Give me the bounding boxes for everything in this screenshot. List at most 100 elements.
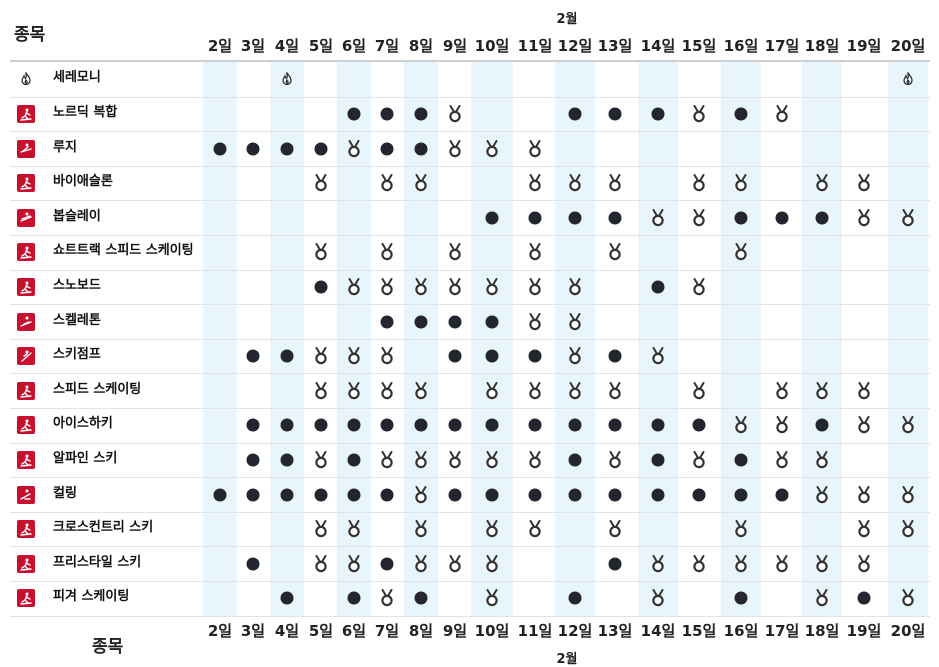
- medal-icon: [687, 275, 711, 299]
- medal-icon: [896, 413, 920, 437]
- medal-icon: [375, 275, 399, 299]
- sport-name: 크로스컨트리 스키: [53, 520, 154, 536]
- event-dot: [409, 413, 433, 437]
- medal-icon: [646, 586, 670, 610]
- medal-icon: [375, 586, 399, 610]
- medal-icon: [852, 206, 876, 230]
- footer-date-2: 3일: [240, 622, 266, 640]
- footer-date-19: 20일: [890, 622, 926, 640]
- event-dot: [342, 413, 366, 437]
- event-dot: [523, 413, 547, 437]
- event-dot: [342, 586, 366, 610]
- medal-icon: [687, 552, 711, 576]
- footer-date-3: 4일: [274, 622, 300, 640]
- header-date-15: 16일: [723, 37, 759, 55]
- medal-icon: [375, 379, 399, 403]
- event-dot: [810, 206, 834, 230]
- footer-date-10: 11일: [517, 622, 553, 640]
- header-date-1: 2일: [207, 37, 233, 55]
- medal-icon: [896, 586, 920, 610]
- event-dot: [375, 413, 399, 437]
- sport-name: 아이스하키: [53, 416, 113, 432]
- header-date-13: 14일: [640, 37, 676, 55]
- row-divider: [10, 131, 930, 133]
- medal-icon: [409, 275, 433, 299]
- event-dot: [646, 448, 670, 472]
- medal-icon: [603, 448, 627, 472]
- medal-icon: [563, 379, 587, 403]
- row-divider: [10, 269, 930, 271]
- event-dot: [275, 344, 299, 368]
- event-dot: [646, 413, 670, 437]
- flame-icon: [17, 70, 35, 88]
- freestyle-skiing-icon: [17, 554, 35, 573]
- event-dot: [480, 344, 504, 368]
- medal-icon: [603, 240, 627, 264]
- sport-name: 알파인 스키: [53, 450, 118, 466]
- medal-icon: [342, 275, 366, 299]
- footer-date-9: 10일: [474, 622, 510, 640]
- row-divider: [10, 408, 930, 409]
- row-divider: [10, 442, 930, 444]
- footer-date-17: 18일: [804, 622, 840, 640]
- medal-icon: [523, 379, 547, 403]
- medal-icon: [409, 171, 433, 195]
- row-divider: [10, 200, 930, 202]
- event-dot: [563, 206, 587, 230]
- sport-name: 스키점프: [53, 347, 101, 363]
- medal-icon: [409, 517, 433, 541]
- medal-icon: [523, 448, 547, 472]
- medal-icon: [523, 310, 547, 334]
- medal-icon: [810, 483, 834, 507]
- grid-top-border: [10, 60, 930, 62]
- event-dot: [309, 413, 333, 437]
- biathlon-icon: [17, 174, 35, 193]
- medal-icon: [309, 517, 333, 541]
- medal-icon: [443, 448, 467, 472]
- medal-icon: [309, 379, 333, 403]
- medal-icon: [480, 275, 504, 299]
- footer-date-15: 16일: [723, 622, 759, 640]
- medal-icon: [409, 448, 433, 472]
- row-divider: [10, 511, 930, 513]
- row-divider: [10, 615, 930, 617]
- event-dot: [603, 552, 627, 576]
- medal-icon: [896, 517, 920, 541]
- footer-date-13: 14일: [640, 622, 676, 640]
- row-divider: [10, 581, 930, 582]
- header-month-label: 2월: [556, 12, 578, 27]
- medal-icon: [409, 552, 433, 576]
- sport-name: 세레모니: [53, 70, 101, 86]
- event-dot: [603, 344, 627, 368]
- medal-icon: [810, 171, 834, 195]
- medal-icon: [480, 552, 504, 576]
- event-dot: [443, 413, 467, 437]
- event-dot: [563, 586, 587, 610]
- short-track-icon: [17, 243, 35, 262]
- medal-icon: [603, 379, 627, 403]
- medal-icon: [523, 171, 547, 195]
- event-dot: [241, 344, 265, 368]
- header-date-5: 6일: [341, 37, 367, 55]
- sport-name: 스켈레톤: [53, 312, 101, 328]
- medal-icon: [480, 379, 504, 403]
- curling-icon: [17, 485, 35, 504]
- event-dot: [375, 137, 399, 161]
- event-dot: [443, 483, 467, 507]
- sport-name: 프리스타일 스키: [53, 554, 142, 570]
- row-divider: [10, 165, 930, 167]
- medal-icon: [729, 517, 753, 541]
- header-date-10: 11일: [517, 37, 553, 55]
- header-date-6: 7일: [374, 37, 400, 55]
- medal-icon: [409, 483, 433, 507]
- event-dot: [770, 206, 794, 230]
- event-dot: [729, 448, 753, 472]
- event-dot: [687, 483, 711, 507]
- medal-icon: [896, 206, 920, 230]
- header-date-16: 17일: [764, 37, 800, 55]
- header-date-11: 12일: [557, 37, 593, 55]
- medal-icon: [480, 137, 504, 161]
- medal-icon: [852, 517, 876, 541]
- medal-icon: [523, 517, 547, 541]
- medal-icon: [810, 448, 834, 472]
